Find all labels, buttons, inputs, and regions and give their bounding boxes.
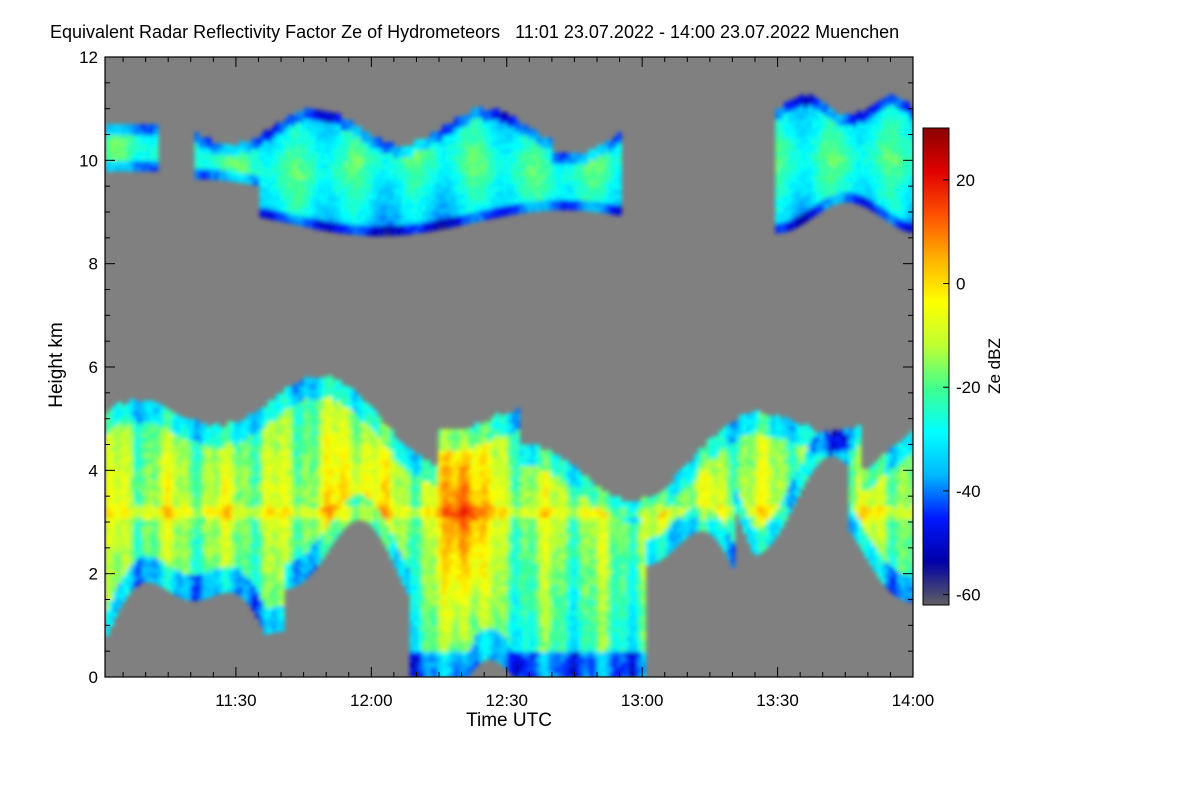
y-tick-label: 0: [89, 668, 98, 687]
colorbar-gradient: [923, 128, 949, 605]
x-tick-label: 13:30: [756, 691, 799, 710]
y-tick-label: 10: [79, 151, 98, 170]
y-axis: 0 2 4 6 8 10 12: [79, 48, 913, 687]
x-tick-label: 12:00: [350, 691, 393, 710]
x-tick-label: 12:30: [485, 691, 528, 710]
colorbar-label: Ze dBZ: [985, 338, 1004, 394]
colorbar-tick-label: -40: [956, 482, 981, 501]
colorbar-tick-label: 20: [956, 171, 975, 190]
chart-title: Equivalent Radar Reflectivity Factor Ze …: [50, 22, 900, 42]
colorbar-tick-label: -60: [956, 586, 981, 605]
x-axis-label: Time UTC: [466, 710, 552, 731]
y-tick-label: 6: [89, 358, 98, 377]
y-tick-label: 8: [89, 255, 98, 274]
colorbar-tick-label: 0: [956, 275, 965, 294]
y-tick-label: 2: [89, 565, 98, 584]
reflectivity-field: [105, 93, 913, 677]
x-axis: 11:30 12:00 12:30 13:00 13:30 14:00: [122, 57, 935, 710]
x-tick-label: 14:00: [892, 691, 935, 710]
colorbar: 20 0 -20 -40 -60: [922, 127, 981, 606]
x-tick-label: 13:00: [621, 691, 664, 710]
x-tick-label: 11:30: [215, 691, 256, 710]
y-tick-label: 12: [79, 48, 98, 67]
y-axis-label: Height km: [46, 322, 67, 408]
y-tick-label: 4: [89, 461, 98, 480]
colorbar-frame: [922, 127, 950, 606]
colorbar-tick-label: -20: [956, 378, 981, 397]
